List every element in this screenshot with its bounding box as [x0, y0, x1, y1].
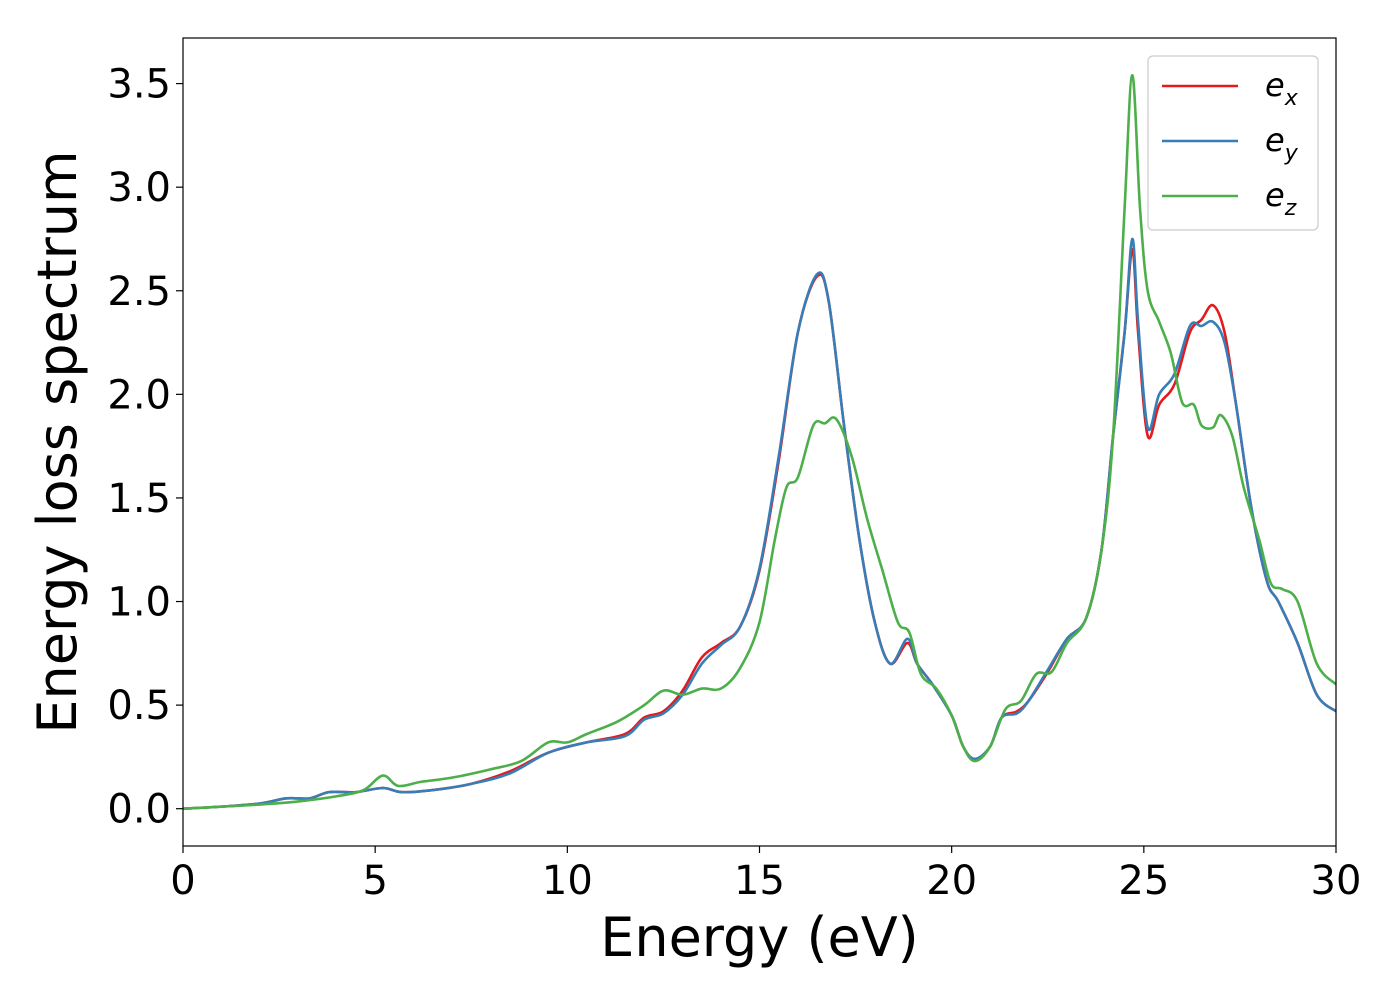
series-line-e-z — [183, 73, 1336, 811]
x-tick-label: 25 — [1118, 858, 1169, 904]
y-tick-label: 3.0 — [107, 165, 171, 211]
y-tick-label: 0.0 — [107, 787, 171, 833]
legend-label: ey — [1265, 121, 1299, 166]
legend: ex ey ez — [1147, 55, 1319, 231]
series-layer — [183, 73, 1336, 811]
y-tick-label: 1.0 — [107, 580, 171, 626]
y-tick-label: 2.5 — [107, 269, 171, 315]
series-line-e-y — [183, 237, 1336, 811]
legend-label: ez — [1265, 176, 1297, 221]
x-tick-label: 10 — [542, 858, 593, 904]
x-tick-label: 5 — [362, 858, 387, 904]
y-tick-label: 2.0 — [107, 372, 171, 418]
y-tick-label: 1.5 — [107, 476, 171, 522]
x-axis-ticks: 0 5 10 15 20 25 30 — [170, 846, 1361, 904]
legend-label: ex — [1265, 66, 1299, 111]
y-axis-title: Energy loss spectrum — [26, 150, 89, 733]
y-tick-label: 3.5 — [107, 62, 171, 108]
x-tick-label: 20 — [926, 858, 977, 904]
legend-box — [1147, 55, 1319, 231]
y-axis-ticks: 0.0 0.5 1.0 1.5 2.0 2.5 3.0 3.5 — [107, 62, 183, 833]
x-tick-label: 15 — [734, 858, 785, 904]
x-tick-label: 30 — [1311, 858, 1362, 904]
x-axis-title: Energy (eV) — [600, 906, 919, 969]
y-tick-label: 0.5 — [107, 683, 171, 729]
x-tick-label: 0 — [170, 858, 195, 904]
